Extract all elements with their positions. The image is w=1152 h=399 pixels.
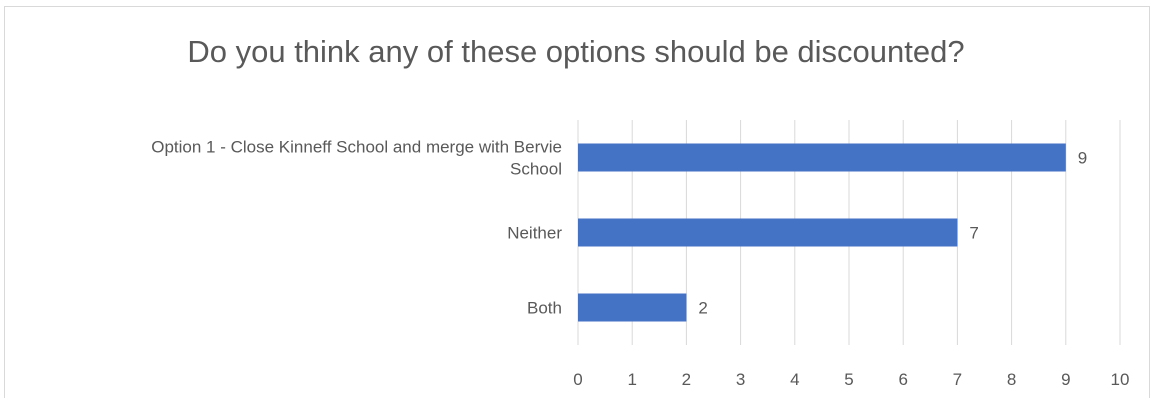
x-tick-label: 7 — [953, 370, 962, 389]
x-tick-label: 6 — [898, 370, 907, 389]
bar — [578, 143, 1066, 172]
chart-title: Do you think any of these options should… — [187, 34, 965, 69]
x-tick-label: 0 — [573, 370, 582, 389]
category-label: Neither — [507, 224, 562, 243]
bar — [578, 293, 687, 322]
x-tick-label: 5 — [844, 370, 853, 389]
x-tick-label: 3 — [736, 370, 745, 389]
x-tick-label: 4 — [790, 370, 799, 389]
data-label: 2 — [698, 299, 707, 318]
chart-frame — [4, 6, 1150, 398]
x-tick-label: 10 — [1111, 370, 1130, 389]
bar — [578, 218, 958, 247]
data-label: 9 — [1078, 149, 1087, 168]
x-tick-label: 8 — [1007, 370, 1016, 389]
data-label: 7 — [969, 224, 978, 243]
x-tick-label: 2 — [682, 370, 691, 389]
x-tick-label: 1 — [627, 370, 636, 389]
category-label: Option 1 - Close Kinneff School and merg… — [151, 138, 562, 179]
x-tick-label: 9 — [1061, 370, 1070, 389]
category-label: Both — [527, 299, 562, 318]
